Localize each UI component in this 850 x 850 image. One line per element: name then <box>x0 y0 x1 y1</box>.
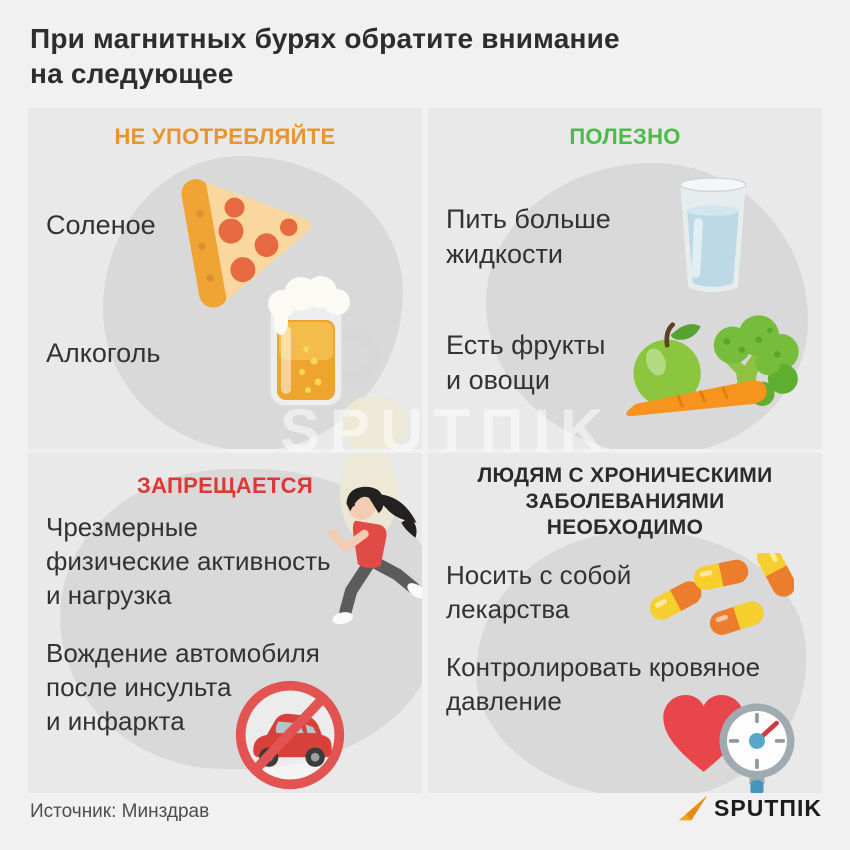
page-title: При магнитных бурях обратите внимание на… <box>30 23 620 89</box>
sputnik-logo-text: SPUTΠIK <box>714 794 822 821</box>
source-label: Источник: Минздрав <box>30 801 210 822</box>
panel-forbidden: ЗАПРЕЩАЕТСЯ Чрезмерные физические активн… <box>28 453 422 793</box>
item-label-activity: Чрезмерные физические активность и нагру… <box>46 512 331 610</box>
panel-do-not-consume: НЕ УПОТРЕБЛЯЙТЕ Соленое Алкоголь <box>28 108 422 449</box>
running-woman-icon <box>320 475 422 627</box>
background-blob <box>340 396 406 449</box>
item-label-eat: Есть фрукты и овощи <box>446 330 606 396</box>
fruits-vegetables-icon <box>622 306 800 418</box>
no-car-icon <box>232 677 348 793</box>
panel-header: ПОЛЕЗНО <box>569 124 681 149</box>
panel-header: ЗАПРЕЩАЕТСЯ <box>137 473 313 498</box>
beer-mug-icon <box>248 258 383 420</box>
pizza-icon <box>166 160 338 310</box>
sputnik-logo: SPUTΠIK <box>678 794 822 822</box>
pills-icon <box>646 553 794 647</box>
panel-header: ЛЮДЯМ С ХРОНИЧЕСКИМИ ЗАБОЛЕВАНИЯМИ НЕОБХ… <box>477 464 773 540</box>
item-label-blood-pressure: Контролировать кровяное давление <box>446 652 761 716</box>
water-glass-icon <box>674 176 752 296</box>
item-label-alcohol: Алкоголь <box>46 338 161 368</box>
item-label-drink: Пить больше жидкости <box>446 204 611 270</box>
heart-pressure-gauge-icon <box>652 681 802 793</box>
sputnik-flame-icon <box>678 794 708 822</box>
sputnik-watermark: SPUTΠIK <box>280 397 614 464</box>
panel-useful: ПОЛЕЗНО Пить больше жидкости Есть фрукты… <box>428 108 822 449</box>
panel-header: НЕ УПОТРЕБЛЯЙТЕ <box>114 124 336 149</box>
panel-chronic-diseases: ЛЮДЯМ С ХРОНИЧЕСКИМИ ЗАБОЛЕВАНИЯМИ НЕОБХ… <box>428 453 822 793</box>
item-label-salty: Соленое <box>46 210 156 240</box>
item-label-driving: Вождение автомобиля после инсульта и инф… <box>46 638 320 736</box>
item-label-medications: Носить с собой лекарства <box>446 560 632 624</box>
